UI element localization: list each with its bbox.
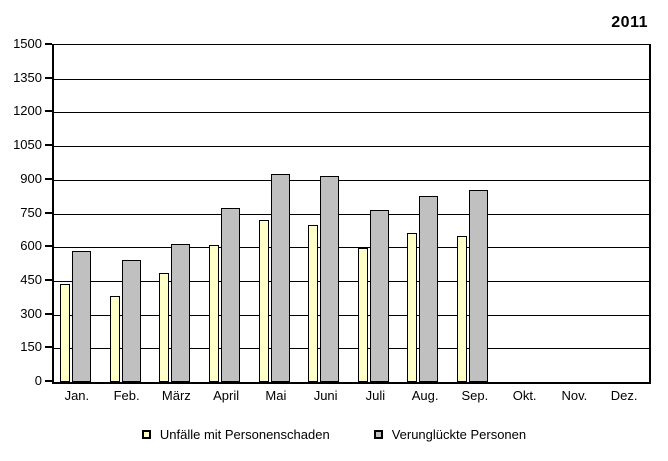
y-axis-tick-label: 300 <box>20 305 42 321</box>
legend-item-verunglueckte: Verunglückte Personen <box>373 427 527 442</box>
x-axis-label: März <box>161 388 191 403</box>
bar-unfaelle-1 <box>60 284 71 382</box>
y-axis-tick-label: 1500 <box>13 36 42 51</box>
y-axis-tick-label: 1350 <box>13 69 42 85</box>
y-axis-tick <box>45 380 52 382</box>
y-axis-tick-label: 900 <box>20 170 42 186</box>
gridline <box>54 348 649 350</box>
month-slot-10 <box>500 45 550 382</box>
month-slot-7 <box>351 45 401 382</box>
bar-unfaelle-2 <box>109 295 120 382</box>
y-axis-tick <box>45 177 52 180</box>
bar-verunglueckte-1 <box>72 250 92 382</box>
bar-verunglueckte-8 <box>419 195 439 382</box>
month-slot-3 <box>153 45 203 382</box>
x-axis-label: April <box>213 388 240 403</box>
gridline <box>54 146 649 148</box>
bar-unfaelle-3 <box>159 273 170 382</box>
legend-label-verunglueckte: Verunglückte Personen <box>391 427 527 442</box>
y-axis-tick <box>45 43 52 45</box>
x-axis-label: Feb. <box>113 388 140 403</box>
gridline <box>54 78 649 80</box>
x-axis-label: Mai <box>265 388 287 403</box>
bar-unfaelle-8 <box>407 232 418 382</box>
gridlines <box>54 45 649 382</box>
bar-verunglueckte-6 <box>320 176 340 382</box>
bar-unfaelle-9 <box>456 236 467 382</box>
legend: Unfälle mit Personenschaden Verunglückte… <box>0 427 668 442</box>
x-axis-label: Aug. <box>411 388 439 403</box>
month-slot-4 <box>203 45 253 382</box>
y-axis-tick-label: 600 <box>20 238 42 254</box>
y-axis-tick <box>45 110 52 113</box>
bar-verunglueckte-7 <box>369 210 389 382</box>
gridline <box>54 247 649 249</box>
y-axis-tick <box>45 144 52 147</box>
month-slot-11 <box>550 45 600 382</box>
x-axis-label: Sep. <box>461 388 489 403</box>
y-axis-tick <box>45 211 52 214</box>
month-slot-9 <box>451 45 501 382</box>
legend-label-unfaelle: Unfälle mit Personenschaden <box>159 427 330 442</box>
y-axis-tick-label: 0 <box>34 373 42 388</box>
bar-verunglueckte-9 <box>468 189 488 382</box>
bar-unfaelle-6 <box>308 224 319 382</box>
month-slot-2 <box>104 45 154 382</box>
bar-groups <box>54 45 649 382</box>
bar-verunglueckte-2 <box>121 259 141 382</box>
gridline <box>54 112 649 114</box>
x-axis-label: Juli <box>365 388 386 403</box>
x-axis-label: Jan. <box>64 388 90 403</box>
x-axis: Jan. Feb. März April Mai Juni Juli Aug. Sep. Okt.… <box>52 388 649 403</box>
x-axis-label: Juni <box>313 388 338 403</box>
gridline <box>54 314 649 316</box>
bar-verunglueckte-3 <box>171 243 191 382</box>
bar-unfaelle-7 <box>357 248 368 382</box>
y-axis-tick <box>45 278 52 281</box>
bar-unfaelle-4 <box>209 245 220 382</box>
month-slot-8 <box>401 45 451 382</box>
y-axis-tick <box>45 312 52 315</box>
legend-item-unfaelle: Unfälle mit Personenschaden <box>141 427 330 442</box>
y-axis-tick <box>45 245 52 248</box>
x-axis-label: Okt. <box>512 388 537 403</box>
gridline <box>54 280 649 282</box>
bar-unfaelle-5 <box>258 220 269 382</box>
x-axis-label: Dez. <box>610 388 638 403</box>
plot-area <box>52 44 651 384</box>
y-axis-tick-label: 750 <box>20 204 42 220</box>
month-slot-12 <box>599 45 649 382</box>
y-axis-tick-label: 1050 <box>13 137 42 153</box>
month-slot-6 <box>302 45 352 382</box>
bar-verunglueckte-5 <box>270 174 290 382</box>
gridline <box>54 213 649 215</box>
y-axis-tick <box>45 76 52 79</box>
bar-verunglueckte-4 <box>221 207 241 382</box>
y-axis-tick-label: 150 <box>20 339 42 355</box>
y-axis-tick <box>45 346 52 349</box>
y-axis-tick-label: 1200 <box>13 103 42 119</box>
y-axis-tick-label: 450 <box>20 271 42 287</box>
month-slot-1 <box>54 45 104 382</box>
legend-marker-unfaelle-icon <box>141 430 151 439</box>
gridline <box>54 179 649 181</box>
chart-title: 2011 <box>611 14 648 31</box>
legend-marker-verunglueckte-icon <box>373 430 383 439</box>
x-axis-label: Nov. <box>561 388 588 403</box>
month-slot-5 <box>252 45 302 382</box>
